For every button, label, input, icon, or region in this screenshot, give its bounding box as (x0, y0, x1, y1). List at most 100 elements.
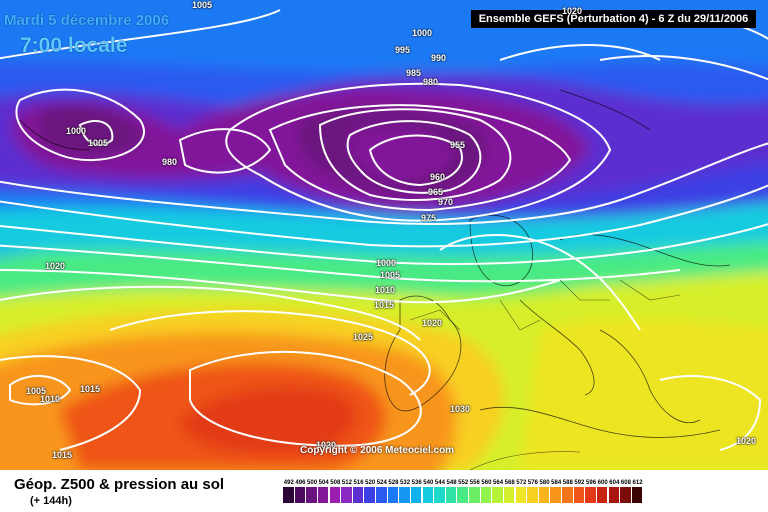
scale-cell: 496 (294, 479, 307, 503)
scale-cell: 508 (329, 479, 342, 503)
scale-cell: 560 (480, 479, 493, 503)
isobar-label: 1015 (80, 384, 101, 394)
isobar-label: 1025 (353, 332, 374, 342)
scale-swatch (538, 487, 551, 503)
scale-label: 492 (283, 480, 294, 486)
scale-label: 584 (551, 480, 562, 486)
scale-swatch (387, 487, 400, 503)
scale-cell: 504 (317, 479, 330, 503)
scale-label: 580 (539, 480, 550, 486)
isobar-label: 1015 (52, 450, 73, 460)
scale-cell: 584 (550, 479, 562, 503)
scale-cell: 500 (306, 479, 318, 503)
scale-label: 528 (388, 480, 399, 486)
isobar-label: 975 (421, 213, 437, 223)
scale-swatch (620, 487, 632, 503)
scale-label: 508 (330, 480, 341, 486)
isobar-lines (0, 9, 768, 451)
scale-cell: 600 (596, 479, 609, 503)
scale-swatch (492, 487, 504, 503)
scale-label: 568 (504, 480, 515, 486)
scale-cell: 576 (527, 479, 539, 503)
scale-swatch (294, 487, 307, 503)
scale-swatch (573, 487, 586, 503)
scale-cell: 556 (469, 479, 481, 503)
copyright-notice: Copyright © 2006 Meteociel.com (300, 445, 455, 456)
scale-label: 588 (562, 480, 573, 486)
isobar-label: 960 (430, 172, 446, 182)
scale-swatch (631, 487, 644, 503)
scale-cell: 536 (410, 479, 423, 503)
scale-label: 600 (597, 480, 608, 486)
isobar-label: 970 (438, 197, 454, 207)
scale-cell: 592 (573, 479, 586, 503)
scale-label: 592 (574, 480, 585, 486)
isobar-label: 965 (428, 187, 444, 197)
scale-cell: 596 (585, 479, 597, 503)
legend-title: Géop. Z500 & pression au sol (14, 476, 225, 493)
scale-swatch (376, 487, 388, 503)
scale-cell: 532 (399, 479, 411, 503)
scale-label: 512 (341, 480, 352, 486)
scale-swatch (550, 487, 562, 503)
scale-cell: 564 (492, 479, 504, 503)
scale-cell: 588 (562, 479, 574, 503)
isobar-label: 1005 (88, 138, 109, 148)
scale-swatch (341, 487, 353, 503)
scale-cell: 528 (387, 479, 400, 503)
scale-swatch (515, 487, 528, 503)
isobar-label: 1020 (736, 436, 757, 446)
isobar-label: 1000 (66, 126, 87, 136)
isobar-label: 1010 (375, 285, 396, 295)
scale-cell: 572 (515, 479, 528, 503)
scale-swatch (480, 487, 493, 503)
scale-swatch (527, 487, 539, 503)
scale-cell: 524 (376, 479, 388, 503)
isobar-label: 1030 (450, 404, 471, 414)
scale-swatch (457, 487, 469, 503)
scale-swatch (445, 487, 458, 503)
isobar-label: 1005 (380, 270, 401, 280)
scale-swatch (306, 487, 318, 503)
scale-label: 524 (376, 480, 387, 486)
scale-cell: 520 (364, 479, 376, 503)
isobar-label: 1020 (422, 318, 443, 328)
scale-label: 548 (446, 480, 457, 486)
forecast-date: Mardi 5 décembre 2006 (4, 12, 170, 29)
scale-swatch (399, 487, 411, 503)
isobar-label: 985 (406, 68, 422, 78)
color-scale: 492 496 500 504 508 512 516 520 524 528 532 536 540 5… (283, 479, 644, 503)
scale-cell: 512 (341, 479, 353, 503)
scale-swatch (283, 487, 295, 503)
scale-cell: 568 (503, 479, 516, 503)
map-canvas (0, 0, 768, 470)
legend-bar: Géop. Z500 & pression au sol (+ 144h) 49… (0, 470, 768, 512)
scale-swatch (469, 487, 481, 503)
isobar-label: 1020 (45, 261, 66, 271)
scale-label: 520 (365, 480, 376, 486)
isobar-label: 990 (431, 53, 447, 63)
isobar-label: 980 (162, 157, 178, 167)
scale-swatch (329, 487, 342, 503)
scale-cell: 544 (434, 479, 446, 503)
isobar-label: 1020 (316, 440, 337, 450)
scale-label: 500 (307, 480, 318, 486)
scale-cell: 604 (608, 479, 621, 503)
isobar-label: 1015 (374, 300, 395, 310)
scale-cell: 552 (457, 479, 469, 503)
scale-cell: 516 (352, 479, 365, 503)
scale-label: 516 (353, 480, 364, 486)
scale-label: 544 (434, 480, 445, 486)
isobar-label: 980 (423, 77, 439, 87)
scale-cell: 548 (445, 479, 458, 503)
scale-swatch (562, 487, 574, 503)
isobar-label: 1010 (40, 394, 61, 404)
scale-label: 564 (493, 480, 504, 486)
geopotential-field (0, 0, 768, 470)
isobar-label: 1000 (376, 258, 397, 268)
legend-subtitle: (+ 144h) (30, 495, 72, 507)
scale-label: 552 (458, 480, 469, 486)
scale-label: 608 (620, 480, 631, 486)
isobar-label: 955 (450, 140, 466, 150)
isobar-label: 995 (395, 45, 411, 55)
